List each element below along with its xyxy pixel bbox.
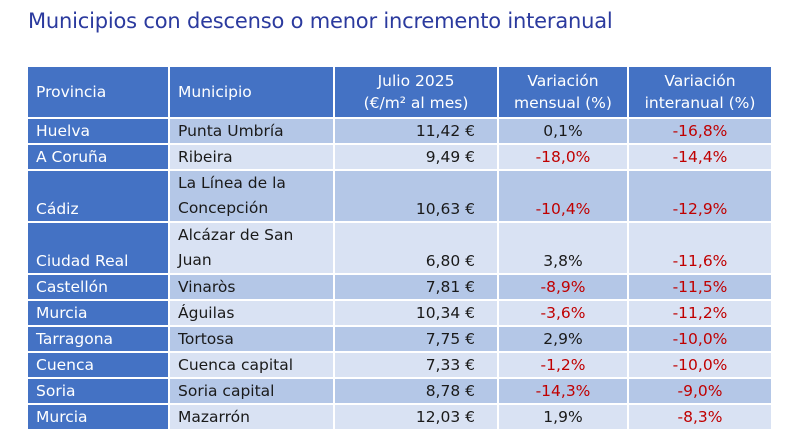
header-interanual-line1: Variación [664, 72, 736, 90]
table-row: Tarragona Tortosa 7,75 € 2,9% -10,0% [28, 325, 771, 351]
header-precio-line2: (€/m² al mes) [363, 94, 469, 112]
header-mensual-line2: mensual (%) [514, 94, 612, 112]
header-row: Provincia Municipio Julio 2025 (€/m² al … [28, 67, 771, 117]
cell-municipio: Águilas [170, 299, 335, 325]
table-row: Cádiz La Línea de la Concepción 10,63 € … [28, 169, 771, 221]
cell-mensual: 3,8% [499, 221, 629, 273]
header-interanual: Variación interanual (%) [629, 67, 771, 117]
cell-precio: 7,33 € [335, 351, 499, 377]
cell-interanual: -11,5% [629, 273, 771, 299]
cell-interanual: -8,3% [629, 403, 771, 429]
data-table: Provincia Municipio Julio 2025 (€/m² al … [28, 67, 771, 429]
cell-municipio: Vinaròs [170, 273, 335, 299]
cell-municipio: Punta Umbría [170, 117, 335, 143]
cell-provincia: A Coruña [28, 143, 170, 169]
cell-precio: 11,42 € [335, 117, 499, 143]
cell-provincia: Castellón [28, 273, 170, 299]
cell-municipio: Mazarrón [170, 403, 335, 429]
cell-provincia: Huelva [28, 117, 170, 143]
cell-mensual: -3,6% [499, 299, 629, 325]
header-mensual: Variación mensual (%) [499, 67, 629, 117]
cell-municipio: Alcázar de San Juan [170, 221, 335, 273]
table-row: Murcia Mazarrón 12,03 € 1,9% -8,3% [28, 403, 771, 429]
cell-precio: 10,34 € [335, 299, 499, 325]
cell-mensual: 0,1% [499, 117, 629, 143]
cell-provincia: Cuenca [28, 351, 170, 377]
cell-mensual: -8,9% [499, 273, 629, 299]
cell-mensual: 1,9% [499, 403, 629, 429]
cell-municipio: La Línea de la Concepción [170, 169, 335, 221]
header-precio: Julio 2025 (€/m² al mes) [335, 67, 499, 117]
cell-precio: 6,80 € [335, 221, 499, 273]
cell-interanual: -10,0% [629, 325, 771, 351]
table-row: Soria Soria capital 8,78 € -14,3% -9,0% [28, 377, 771, 403]
header-municipio: Municipio [170, 67, 335, 117]
cell-interanual: -9,0% [629, 377, 771, 403]
cell-mensual: -14,3% [499, 377, 629, 403]
table-row: Huelva Punta Umbría 11,42 € 0,1% -16,8% [28, 117, 771, 143]
page-title: Municipios con descenso o menor incremen… [28, 9, 613, 33]
table-row: A Coruña Ribeira 9,49 € -18,0% -14,4% [28, 143, 771, 169]
cell-precio: 12,03 € [335, 403, 499, 429]
cell-precio: 8,78 € [335, 377, 499, 403]
cell-provincia: Murcia [28, 403, 170, 429]
table-row: Cuenca Cuenca capital 7,33 € -1,2% -10,0… [28, 351, 771, 377]
cell-provincia: Ciudad Real [28, 221, 170, 273]
cell-mensual: -18,0% [499, 143, 629, 169]
table-row: Ciudad Real Alcázar de San Juan 6,80 € 3… [28, 221, 771, 273]
cell-municipio: Soria capital [170, 377, 335, 403]
header-precio-line1: Julio 2025 [377, 72, 455, 90]
cell-mensual: 2,9% [499, 325, 629, 351]
cell-precio: 10,63 € [335, 169, 499, 221]
cell-interanual: -12,9% [629, 169, 771, 221]
cell-interanual: -11,2% [629, 299, 771, 325]
cell-provincia: Murcia [28, 299, 170, 325]
cell-precio: 9,49 € [335, 143, 499, 169]
cell-interanual: -14,4% [629, 143, 771, 169]
header-mensual-line1: Variación [527, 72, 599, 90]
cell-interanual: -11,6% [629, 221, 771, 273]
header-provincia: Provincia [28, 67, 170, 117]
table-row: Castellón Vinaròs 7,81 € -8,9% -11,5% [28, 273, 771, 299]
cell-precio: 7,81 € [335, 273, 499, 299]
table-row: Murcia Águilas 10,34 € -3,6% -11,2% [28, 299, 771, 325]
cell-interanual: -10,0% [629, 351, 771, 377]
cell-mensual: -10,4% [499, 169, 629, 221]
header-interanual-line2: interanual (%) [644, 94, 756, 112]
cell-municipio: Ribeira [170, 143, 335, 169]
cell-mensual: -1,2% [499, 351, 629, 377]
cell-municipio: Cuenca capital [170, 351, 335, 377]
cell-provincia: Soria [28, 377, 170, 403]
cell-municipio: Tortosa [170, 325, 335, 351]
cell-precio: 7,75 € [335, 325, 499, 351]
cell-provincia: Cádiz [28, 169, 170, 221]
cell-provincia: Tarragona [28, 325, 170, 351]
cell-interanual: -16,8% [629, 117, 771, 143]
